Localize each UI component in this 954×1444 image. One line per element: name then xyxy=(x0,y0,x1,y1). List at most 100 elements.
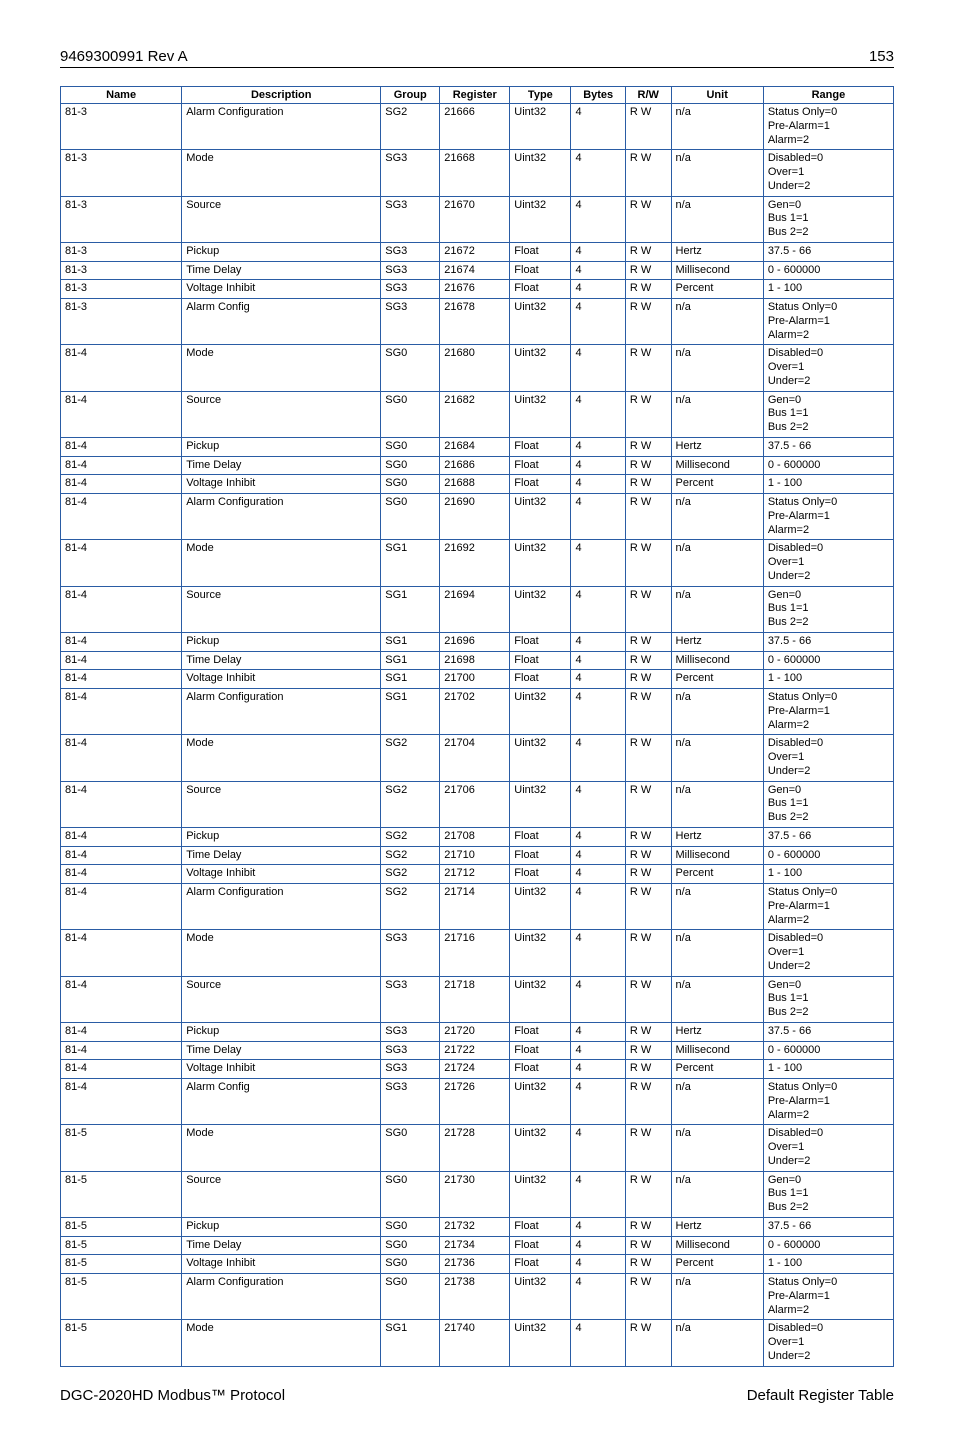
table-cell: 21722 xyxy=(440,1041,510,1060)
table-row: 81-4SourceSG121694Uint324R Wn/aGen=0Bus … xyxy=(61,586,894,632)
table-cell: n/a xyxy=(671,494,763,540)
table-cell: Pickup xyxy=(182,242,381,261)
table-cell: SG2 xyxy=(381,865,440,884)
table-cell: 21690 xyxy=(440,494,510,540)
table-row: 81-5PickupSG021732Float4R WHertz37.5 - 6… xyxy=(61,1217,894,1236)
table-cell: R W xyxy=(625,884,671,930)
table-cell: 21706 xyxy=(440,781,510,827)
table-cell: n/a xyxy=(671,884,763,930)
table-cell: 81-3 xyxy=(61,242,182,261)
table-cell: 81-3 xyxy=(61,299,182,345)
table-cell: Percent xyxy=(671,670,763,689)
table-cell: 21684 xyxy=(440,437,510,456)
table-cell: SG3 xyxy=(381,976,440,1022)
table-cell: 1 - 100 xyxy=(763,1060,893,1079)
table-cell: R W xyxy=(625,827,671,846)
col-header-rw: R/W xyxy=(625,87,671,104)
table-cell: R W xyxy=(625,242,671,261)
table-cell: SG2 xyxy=(381,827,440,846)
table-cell: R W xyxy=(625,670,671,689)
table-cell: 81-5 xyxy=(61,1125,182,1171)
table-cell: 21708 xyxy=(440,827,510,846)
table-row: 81-4ModeSG021680Uint324R Wn/aDisabled=0O… xyxy=(61,345,894,391)
table-cell: SG0 xyxy=(381,1274,440,1320)
table-cell: SG0 xyxy=(381,456,440,475)
table-cell: 21680 xyxy=(440,345,510,391)
table-cell: 1 - 100 xyxy=(763,1255,893,1274)
table-cell: 81-3 xyxy=(61,280,182,299)
table-cell: R W xyxy=(625,976,671,1022)
table-cell: n/a xyxy=(671,689,763,735)
table-cell: Gen=0Bus 1=1Bus 2=2 xyxy=(763,781,893,827)
table-cell: Millisecond xyxy=(671,1041,763,1060)
table-cell: SG0 xyxy=(381,475,440,494)
table-cell: R W xyxy=(625,456,671,475)
table-cell: Mode xyxy=(182,345,381,391)
table-cell: 81-4 xyxy=(61,391,182,437)
table-cell: 4 xyxy=(571,1079,625,1125)
table-cell: 0 - 600000 xyxy=(763,456,893,475)
table-cell: Alarm Config xyxy=(182,299,381,345)
table-cell: 4 xyxy=(571,735,625,781)
table-cell: Time Delay xyxy=(182,1236,381,1255)
table-cell: 4 xyxy=(571,827,625,846)
table-cell: Uint32 xyxy=(510,689,571,735)
table-cell: 21730 xyxy=(440,1171,510,1217)
table-cell: R W xyxy=(625,1079,671,1125)
table-cell: Float xyxy=(510,827,571,846)
table-cell: n/a xyxy=(671,391,763,437)
table-cell: 0 - 600000 xyxy=(763,261,893,280)
table-cell: 21696 xyxy=(440,632,510,651)
page-footer: DGC-2020HD Modbus™ Protocol Default Regi… xyxy=(60,1387,894,1404)
table-cell: SG0 xyxy=(381,345,440,391)
table-row: 81-4SourceSG321718Uint324R Wn/aGen=0Bus … xyxy=(61,976,894,1022)
table-cell: Time Delay xyxy=(182,1041,381,1060)
table-cell: Source xyxy=(182,781,381,827)
table-cell: SG3 xyxy=(381,150,440,196)
table-row: 81-4Time DelaySG321722Float4R WMilliseco… xyxy=(61,1041,894,1060)
table-cell: 4 xyxy=(571,1125,625,1171)
table-cell: SG3 xyxy=(381,299,440,345)
col-header-register: Register xyxy=(440,87,510,104)
table-row: 81-4Alarm ConfigurationSG121702Uint324R … xyxy=(61,689,894,735)
table-cell: 4 xyxy=(571,1060,625,1079)
table-cell: 81-4 xyxy=(61,456,182,475)
table-cell: Mode xyxy=(182,930,381,976)
table-cell: 81-4 xyxy=(61,540,182,586)
table-cell: Alarm Configuration xyxy=(182,494,381,540)
table-cell: R W xyxy=(625,735,671,781)
table-cell: n/a xyxy=(671,104,763,150)
table-row: 81-3Voltage InhibitSG321676Float4R WPerc… xyxy=(61,280,894,299)
footer-left: DGC-2020HD Modbus™ Protocol xyxy=(60,1387,285,1404)
table-cell: Gen=0Bus 1=1Bus 2=2 xyxy=(763,1171,893,1217)
table-row: 81-4ModeSG121692Uint324R Wn/aDisabled=0O… xyxy=(61,540,894,586)
table-cell: Float xyxy=(510,1236,571,1255)
table-cell: 4 xyxy=(571,196,625,242)
table-cell: Mode xyxy=(182,1320,381,1366)
table-cell: R W xyxy=(625,865,671,884)
table-cell: Source xyxy=(182,391,381,437)
table-cell: Source xyxy=(182,196,381,242)
table-cell: Disabled=0Over=1Under=2 xyxy=(763,930,893,976)
table-cell: R W xyxy=(625,930,671,976)
table-cell: 81-3 xyxy=(61,104,182,150)
table-cell: Uint32 xyxy=(510,1171,571,1217)
table-cell: Voltage Inhibit xyxy=(182,280,381,299)
table-cell: 37.5 - 66 xyxy=(763,437,893,456)
table-cell: Uint32 xyxy=(510,104,571,150)
table-cell: Float xyxy=(510,242,571,261)
table-cell: 81-4 xyxy=(61,865,182,884)
table-cell: Uint32 xyxy=(510,735,571,781)
table-row: 81-3Alarm ConfigurationSG221666Uint324R … xyxy=(61,104,894,150)
table-cell: 81-4 xyxy=(61,930,182,976)
table-cell: 81-4 xyxy=(61,1022,182,1041)
table-cell: 1 - 100 xyxy=(763,280,893,299)
table-cell: R W xyxy=(625,540,671,586)
table-cell: 37.5 - 66 xyxy=(763,827,893,846)
table-cell: SG1 xyxy=(381,670,440,689)
table-cell: Uint32 xyxy=(510,345,571,391)
table-cell: 81-3 xyxy=(61,150,182,196)
table-cell: Status Only=0Pre-Alarm=1Alarm=2 xyxy=(763,884,893,930)
table-cell: R W xyxy=(625,689,671,735)
table-row: 81-5Voltage InhibitSG021736Float4R WPerc… xyxy=(61,1255,894,1274)
